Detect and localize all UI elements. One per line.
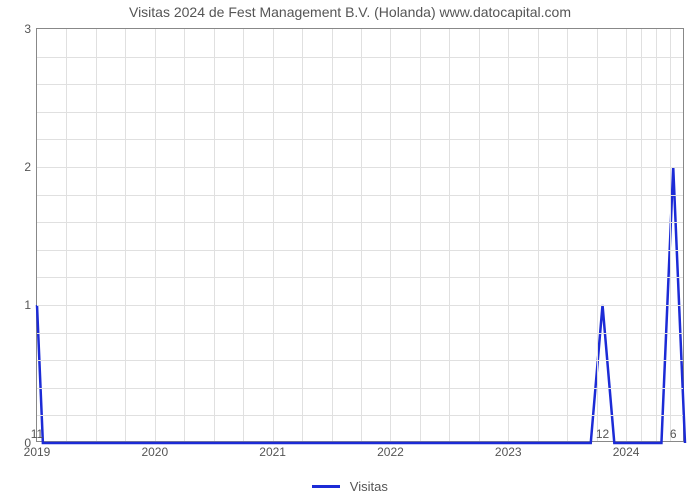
legend-swatch	[312, 485, 340, 488]
grid-line-h	[37, 139, 683, 140]
grid-line-v	[641, 29, 642, 441]
value-label: 11	[31, 425, 43, 441]
grid-line-v	[597, 29, 598, 441]
grid-line-h	[37, 305, 683, 306]
x-tick-label: 2019	[24, 441, 51, 459]
x-tick-label: 2022	[377, 441, 404, 459]
y-tick-label: 3	[24, 22, 37, 36]
grid-line-v	[508, 29, 509, 441]
grid-line-v	[66, 29, 67, 441]
grid-line-v	[538, 29, 539, 441]
grid-line-h	[37, 167, 683, 168]
grid-line-v	[125, 29, 126, 441]
grid-line-v	[449, 29, 450, 441]
y-tick-label: 1	[24, 298, 37, 312]
grid-line-v	[390, 29, 391, 441]
chart-title: Visitas 2024 de Fest Management B.V. (Ho…	[0, 4, 700, 20]
x-tick-label: 2020	[141, 441, 168, 459]
grid-line-h	[37, 415, 683, 416]
grid-line-h	[37, 360, 683, 361]
grid-line-h	[37, 57, 683, 58]
x-tick-label: 2021	[259, 441, 286, 459]
grid-line-v	[670, 29, 671, 441]
grid-line-v	[155, 29, 156, 441]
grid-line-h	[37, 250, 683, 251]
grid-line-h	[37, 112, 683, 113]
grid-line-h	[37, 195, 683, 196]
grid-line-h	[37, 222, 683, 223]
grid-line-v	[332, 29, 333, 441]
x-tick-label: 2023	[495, 441, 522, 459]
chart-container: Visitas 2024 de Fest Management B.V. (Ho…	[0, 0, 700, 500]
grid-line-v	[96, 29, 97, 441]
value-label: 6	[670, 425, 677, 441]
legend-label: Visitas	[350, 479, 388, 494]
grid-line-v	[567, 29, 568, 441]
grid-line-h	[37, 277, 683, 278]
grid-line-v	[184, 29, 185, 441]
y-tick-label: 2	[24, 160, 37, 174]
x-tick-label: 2024	[613, 441, 640, 459]
grid-line-h	[37, 388, 683, 389]
plot-area: 012320192020202120222023202411126	[36, 28, 684, 442]
grid-line-v	[626, 29, 627, 441]
value-label: 12	[596, 425, 609, 441]
grid-line-v	[656, 29, 657, 441]
grid-line-v	[302, 29, 303, 441]
grid-line-v	[273, 29, 274, 441]
grid-line-v	[214, 29, 215, 441]
grid-line-h	[37, 333, 683, 334]
legend: Visitas	[0, 478, 700, 494]
grid-line-v	[420, 29, 421, 441]
grid-line-h	[37, 84, 683, 85]
grid-line-v	[361, 29, 362, 441]
grid-line-v	[243, 29, 244, 441]
grid-line-v	[479, 29, 480, 441]
